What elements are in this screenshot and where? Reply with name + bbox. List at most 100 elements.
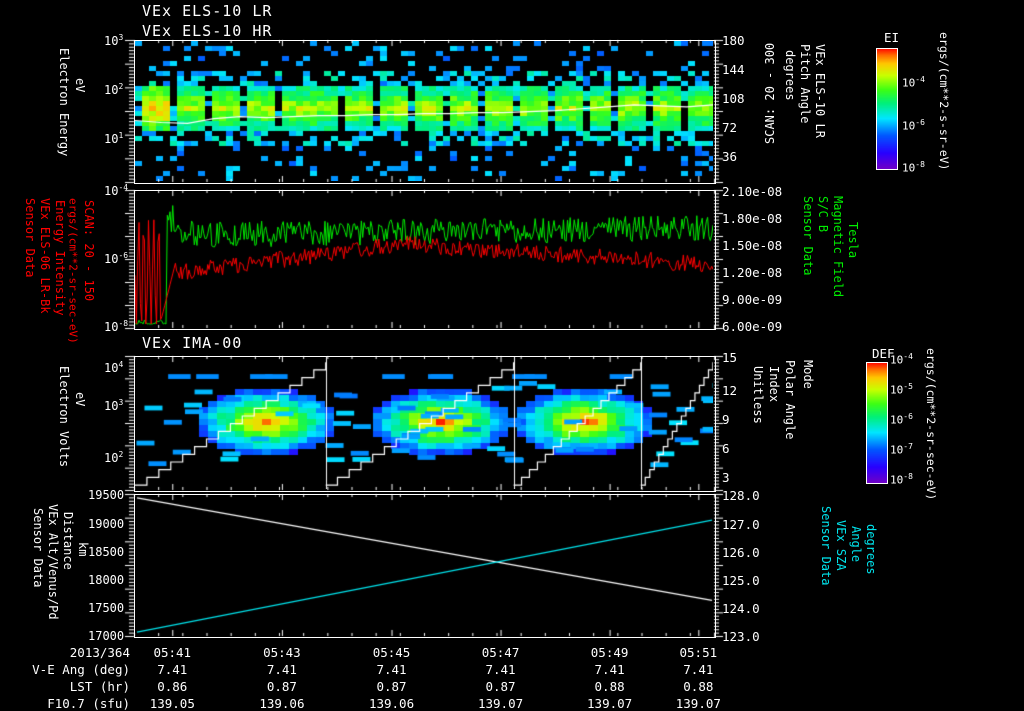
panel2-ytick-m8: 10-8 xyxy=(104,319,129,334)
panel1-rtick-180: 180 xyxy=(722,33,745,48)
table-cell-r1-c5: 7.41 xyxy=(683,662,714,677)
panel2-left-line5: SCAN: 20 - 150 xyxy=(81,200,96,302)
panel1-right-axis-scan: SCAN: 20 - 300 xyxy=(763,42,778,144)
panel3-right-index: Index xyxy=(766,366,781,416)
table-cell-r3-c0: 139.05 xyxy=(149,696,195,711)
panel4-right-line4: degrees xyxy=(863,524,878,575)
panel3-left-axis-title: Electron Volts xyxy=(56,366,71,482)
panel3-ytick-3: 103 xyxy=(104,398,124,413)
panel3-rtick-3: 3 xyxy=(722,470,730,485)
panel3-right-line1: Mode xyxy=(800,360,815,389)
table-cell-r3-c4: 139.07 xyxy=(587,696,633,711)
colorbar2-tick-1: 10-4 xyxy=(890,352,913,367)
panel1-ytick-2: 102 xyxy=(104,82,124,97)
panel2-rtick-5: 6.00e-09 xyxy=(722,319,783,334)
panel4-left-units: km xyxy=(75,542,90,586)
panel4-right-line3: Angle xyxy=(848,526,863,563)
colorbar2-units-text: ergs/(cm**2-sr-sec-eV) xyxy=(924,348,939,501)
panel4-right-line2: VEx SZA xyxy=(833,520,848,571)
panel4-right-quantity: Angle xyxy=(848,526,863,588)
panel2-left-units: ergs/(cm**2-sr-sec-eV) xyxy=(66,198,80,344)
table-row-label-3: F10.7 (sfu) xyxy=(47,696,130,711)
panel2-right-quantity: Magnetic Field xyxy=(830,196,845,302)
panel2-ytick-m4: 10-4 xyxy=(104,183,129,198)
table-row-label-0: 2013/364 xyxy=(69,645,130,660)
panel2-rtick-0: 2.10e-08 xyxy=(722,184,783,199)
colorbar1-tick-1: 10-4 xyxy=(902,75,925,90)
panel2-right-line2: S/C B xyxy=(815,196,830,233)
table-cell-r2-c0: 0.86 xyxy=(157,679,188,694)
panel1-title-hr: VEx ELS-10 HR xyxy=(142,22,273,40)
colorbar2-tick-4: 10-7 xyxy=(890,442,913,457)
panel4-right-units: degrees xyxy=(863,524,878,592)
colorbar2-tick-5: 10-8 xyxy=(890,472,913,487)
panel4-ytick-1: 19000 xyxy=(88,517,125,531)
panel4-ytick-4: 17500 xyxy=(88,601,125,615)
table-cell-r3-c5: 139.07 xyxy=(675,696,721,711)
colorbar2-tick-2: 10-5 xyxy=(890,382,913,397)
colorbar1-tick-2: 10-6 xyxy=(902,118,925,133)
energy-bfield-panel[interactable] xyxy=(134,190,716,330)
panel2-left-quantity: Energy Intensity xyxy=(52,200,67,324)
table-cell-r3-c1: 139.06 xyxy=(259,696,305,711)
table-cell-r3-c2: 139.06 xyxy=(368,696,415,711)
panel2-left-line4: ergs/(cm**2-sr-sec-eV) xyxy=(66,198,80,344)
table-cell-r0-c1: 05:43 xyxy=(263,645,301,660)
panel1-right-axis-units: degrees xyxy=(782,50,797,142)
panel4-rtick-2: 126.0 xyxy=(722,545,760,560)
panel2-ytick-m6: 10-6 xyxy=(104,251,129,266)
panel3-right-mode: Mode xyxy=(800,360,815,406)
panel1-left-axis-line1: Electron Energy xyxy=(56,48,71,157)
panel4-right-sensor: Sensor Data xyxy=(818,506,833,616)
ima-spectrogram-panel[interactable] xyxy=(134,356,716,492)
panel3-right-unitless: Unitless xyxy=(750,366,765,434)
panel1-right-title: Pitch Angle xyxy=(797,44,812,124)
panel2-right-line4: Tesla xyxy=(845,222,860,259)
panel1-left-axis-line2: eV xyxy=(72,78,87,93)
panel2-rtick-3: 1.20e-08 xyxy=(722,265,783,280)
panel4-rtick-5: 123.0 xyxy=(722,629,760,644)
panel4-rtick-1: 127.0 xyxy=(722,517,760,532)
panel2-right-units: Tesla xyxy=(845,222,860,278)
panel2-left-scan: SCAN: 20 - 150 xyxy=(81,200,96,320)
colorbar1-tick-3: 10-8 xyxy=(902,160,925,175)
panel2-left-line1: Sensor Data xyxy=(22,198,37,278)
panel3-title: VEx IMA-00 xyxy=(142,334,243,352)
table-cell-r1-c4: 7.41 xyxy=(594,662,625,677)
panel4-ytick-0: 19500 xyxy=(88,488,125,502)
table-cell-r0-c0: 05:41 xyxy=(153,645,192,660)
table-row-label-2: LST (hr) xyxy=(69,679,130,694)
panel1-right-axis-title: Pitch Angle xyxy=(797,44,812,150)
panel4-left-line3: Distance xyxy=(60,512,75,570)
altitude-sza-panel[interactable] xyxy=(134,494,716,638)
panel1-right-scan: SCAN: 20 - 300 xyxy=(763,42,777,144)
panel2-rtick-4: 9.00e-09 xyxy=(722,292,783,307)
panel2-rtick-2: 1.50e-08 xyxy=(722,238,783,253)
table-cell-r1-c3: 7.41 xyxy=(485,662,516,677)
panel4-left-line1: Sensor Data xyxy=(30,508,45,588)
table-cell-r0-c4: 05:49 xyxy=(590,645,629,660)
panel4-right-instrument: VEx SZA xyxy=(833,520,848,598)
colorbar1-title: EI xyxy=(884,30,900,45)
els-spectrogram-panel[interactable] xyxy=(134,40,716,184)
panel3-left-line2: eV xyxy=(72,392,87,407)
panel1-ytick-1: 101 xyxy=(104,131,124,146)
panel2-left-instrument: VEx ELS-06 LR-Bk xyxy=(37,198,52,324)
panel3-left-line1: Electron Volts xyxy=(56,366,71,468)
panel2-left-line2: VEx ELS-06 LR-Bk xyxy=(37,198,52,314)
panel1-title-lr: VEx ELS-10 LR xyxy=(142,2,273,20)
panel3-right-polar: Polar Angle xyxy=(782,360,797,454)
panel1-rtick-144: 144 xyxy=(722,62,745,77)
panel2-right-line1: Sensor Data xyxy=(800,196,815,276)
table-cell-r3-c3: 139.07 xyxy=(477,696,524,711)
table-cell-r1-c2: 7.41 xyxy=(376,662,407,677)
panel2-rtick-1: 1.80e-08 xyxy=(722,211,783,226)
panel4-rtick-0: 128.0 xyxy=(722,488,760,503)
panel4-left-line2: VEx Alt/Venus/Pd xyxy=(45,504,60,620)
panel3-left-axis-units: eV xyxy=(72,392,87,452)
panel2-right-sensor: Sensor Data xyxy=(800,196,815,300)
panel4-rtick-4: 124.0 xyxy=(722,601,760,616)
panel4-ytick-3: 18000 xyxy=(88,573,125,587)
panel1-right-units: degrees xyxy=(782,50,797,101)
colorbar2 xyxy=(866,362,888,484)
